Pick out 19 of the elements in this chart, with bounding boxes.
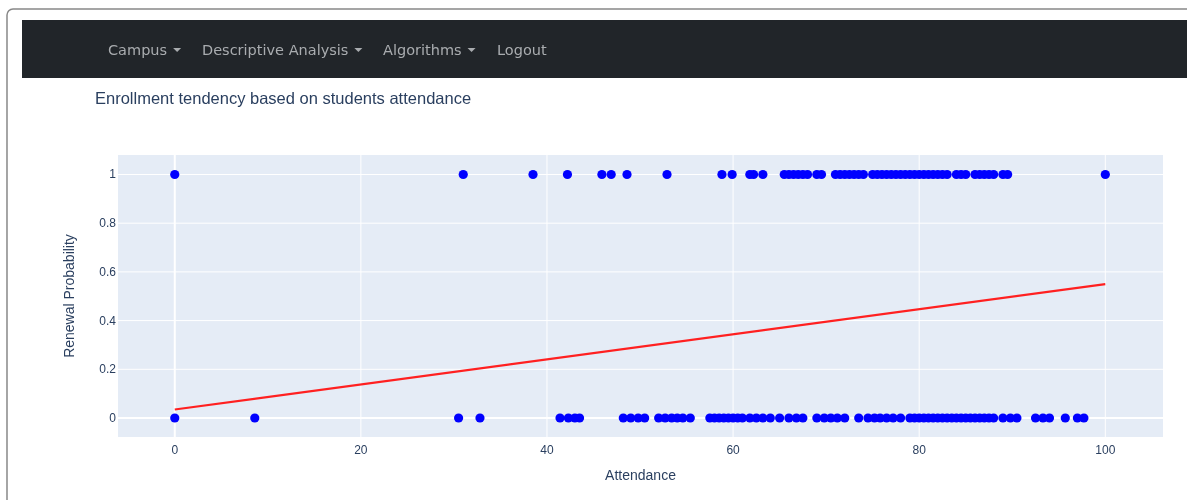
y-tick-label: 0.6 bbox=[99, 264, 117, 279]
x-axis-title: Attendance bbox=[605, 467, 677, 483]
y-tick-label: 0.4 bbox=[99, 313, 117, 328]
text: Logout bbox=[497, 42, 547, 58]
x-tick-label: 80 bbox=[912, 443, 927, 457]
y-tick-label: 0.8 bbox=[99, 216, 117, 231]
y-axis-title: Renewal Probability bbox=[61, 234, 77, 358]
y-tick-label: 0 bbox=[109, 411, 117, 426]
x-tick-label: 100 bbox=[1095, 443, 1116, 457]
x-tick-label: 20 bbox=[354, 443, 368, 457]
text: Descriptive Analysis bbox=[202, 42, 349, 58]
x-tick-label: 0 bbox=[171, 443, 179, 457]
text: Algorithms bbox=[383, 42, 462, 58]
y-tick-label: 1 bbox=[109, 167, 117, 182]
chart-title: Enrollment tendency based on students attendance bbox=[95, 89, 472, 107]
x-tick-label: 40 bbox=[540, 443, 554, 457]
y-tick-label: 0.2 bbox=[99, 362, 117, 377]
text: Campus bbox=[108, 42, 168, 58]
x-tick-label: 60 bbox=[726, 443, 741, 457]
